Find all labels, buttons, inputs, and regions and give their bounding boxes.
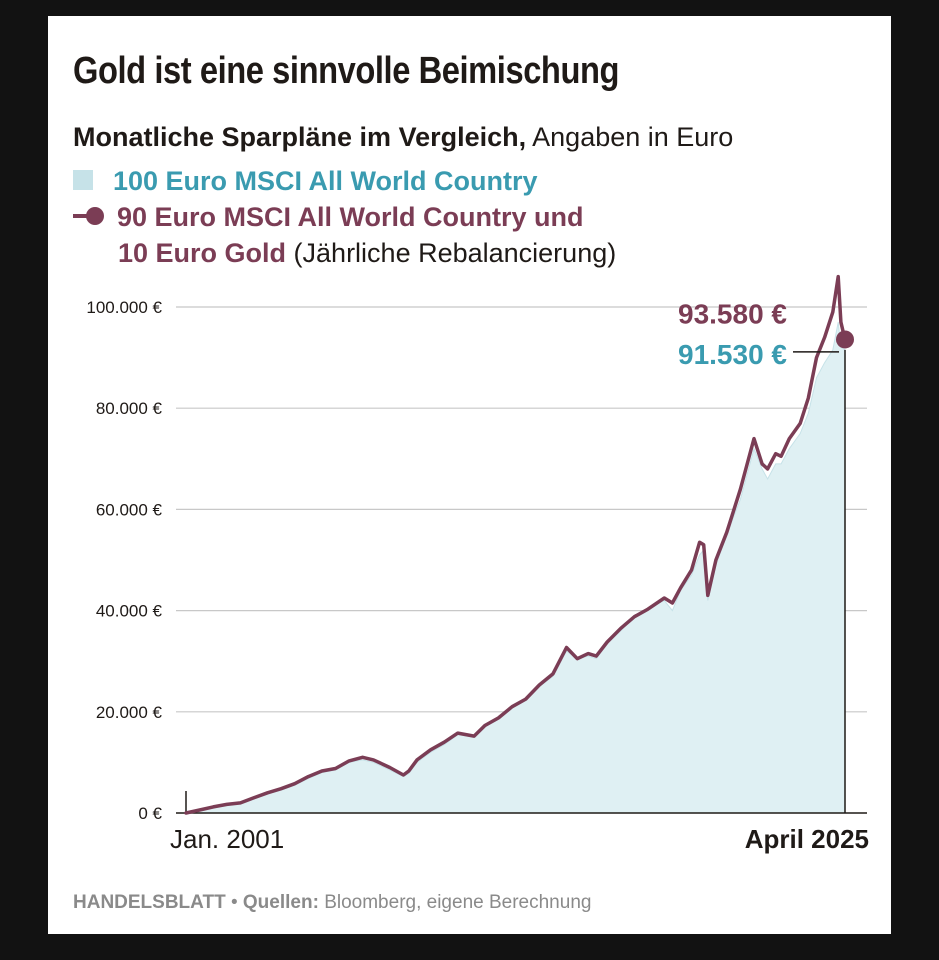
x-start-label: Jan. 2001 bbox=[170, 824, 284, 854]
y-tick-label: 40.000 € bbox=[96, 602, 163, 621]
series-line-gold bbox=[184, 274, 847, 815]
y-tick-label: 60.000 € bbox=[96, 500, 163, 519]
y-tick-label: 0 € bbox=[138, 804, 162, 823]
subtitle-bold: Monatliche Sparpläne im Vergleich, bbox=[73, 122, 527, 152]
y-tick-label: 80.000 € bbox=[96, 399, 163, 418]
footer-separator: • bbox=[230, 892, 238, 913]
chart-footer: HANDELSBLATT • Quellen: Bloomberg, eigen… bbox=[73, 892, 591, 914]
chart-subtitle: Monatliche Sparpläne im Vergleich, Angab… bbox=[73, 122, 733, 153]
legend-label-gold-line2-bold: 10 Euro Gold bbox=[118, 238, 287, 268]
legend-label-gold-line1: 90 Euro MSCI All World Country und bbox=[117, 202, 584, 232]
legend-label-msci: 100 Euro MSCI All World Country bbox=[113, 166, 538, 196]
chart-card: Gold ist eine sinnvolle Beimischung Mona… bbox=[48, 16, 891, 934]
series-area-msci bbox=[185, 322, 846, 814]
subtitle-normal: Angaben in Euro bbox=[532, 122, 734, 152]
footer-sources: Bloomberg, eigene Berechnung bbox=[324, 892, 592, 913]
footer-brand: HANDELSBLATT bbox=[73, 892, 226, 913]
series-gold-end-point bbox=[836, 330, 854, 349]
chart-title: Gold ist eine sinnvolle Beimischung bbox=[73, 50, 620, 92]
end-value-gold-label: 93.580 € bbox=[678, 298, 787, 329]
legend-swatch-area-icon bbox=[73, 169, 93, 190]
legend-item-gold-continued: 10 Euro Gold (Jährliche Rebalancierung) bbox=[118, 238, 616, 269]
legend-item-gold: 90 Euro MSCI All World Country und bbox=[73, 202, 584, 233]
legend-swatch-line-icon bbox=[73, 206, 104, 225]
footer-sources-label: Quellen: bbox=[242, 892, 319, 913]
y-tick-label: 100.000 € bbox=[86, 298, 162, 317]
x-end-label: April 2025 bbox=[745, 824, 869, 854]
legend-item-msci: 100 Euro MSCI All World Country bbox=[73, 166, 538, 197]
end-value-msci-label: 91.530 € bbox=[678, 339, 787, 370]
line-area-chart: 0 € 20.000 € 40.000 € 60.000 € 80.000 € 100.0… bbox=[86, 274, 869, 854]
legend-label-gold-line2-normal: (Jährliche Rebalancierung) bbox=[293, 238, 617, 268]
y-tick-label: 20.000 € bbox=[96, 703, 163, 722]
